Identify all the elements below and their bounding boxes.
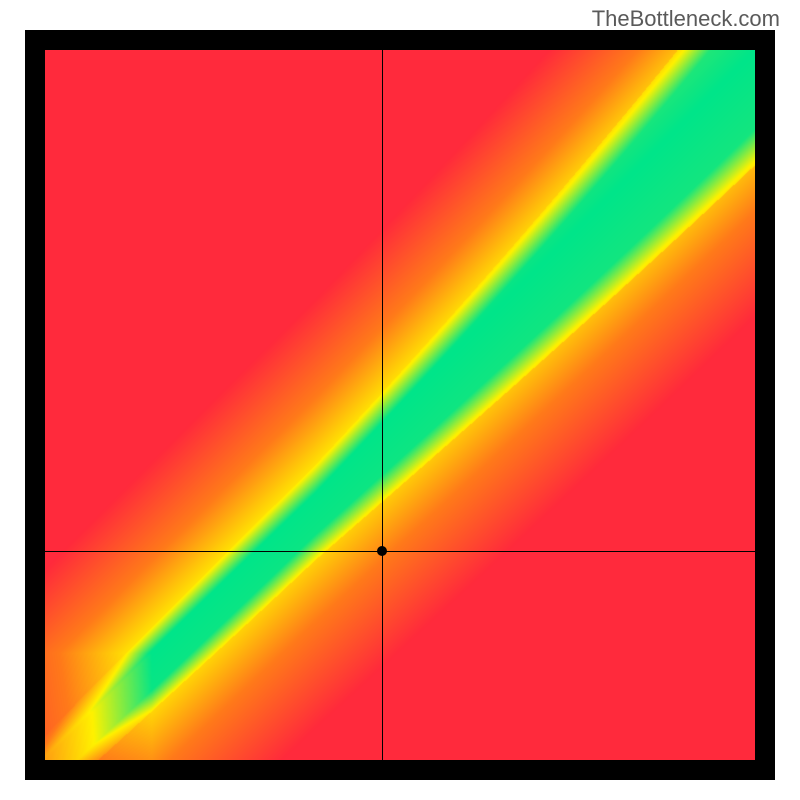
crosshair-marker bbox=[377, 546, 387, 556]
crosshair-vertical bbox=[382, 50, 383, 760]
crosshair-horizontal bbox=[45, 551, 755, 552]
chart-frame bbox=[25, 30, 775, 780]
heatmap-canvas bbox=[45, 50, 755, 760]
watermark-text: TheBottleneck.com bbox=[592, 6, 780, 32]
heatmap-plot bbox=[45, 50, 755, 760]
